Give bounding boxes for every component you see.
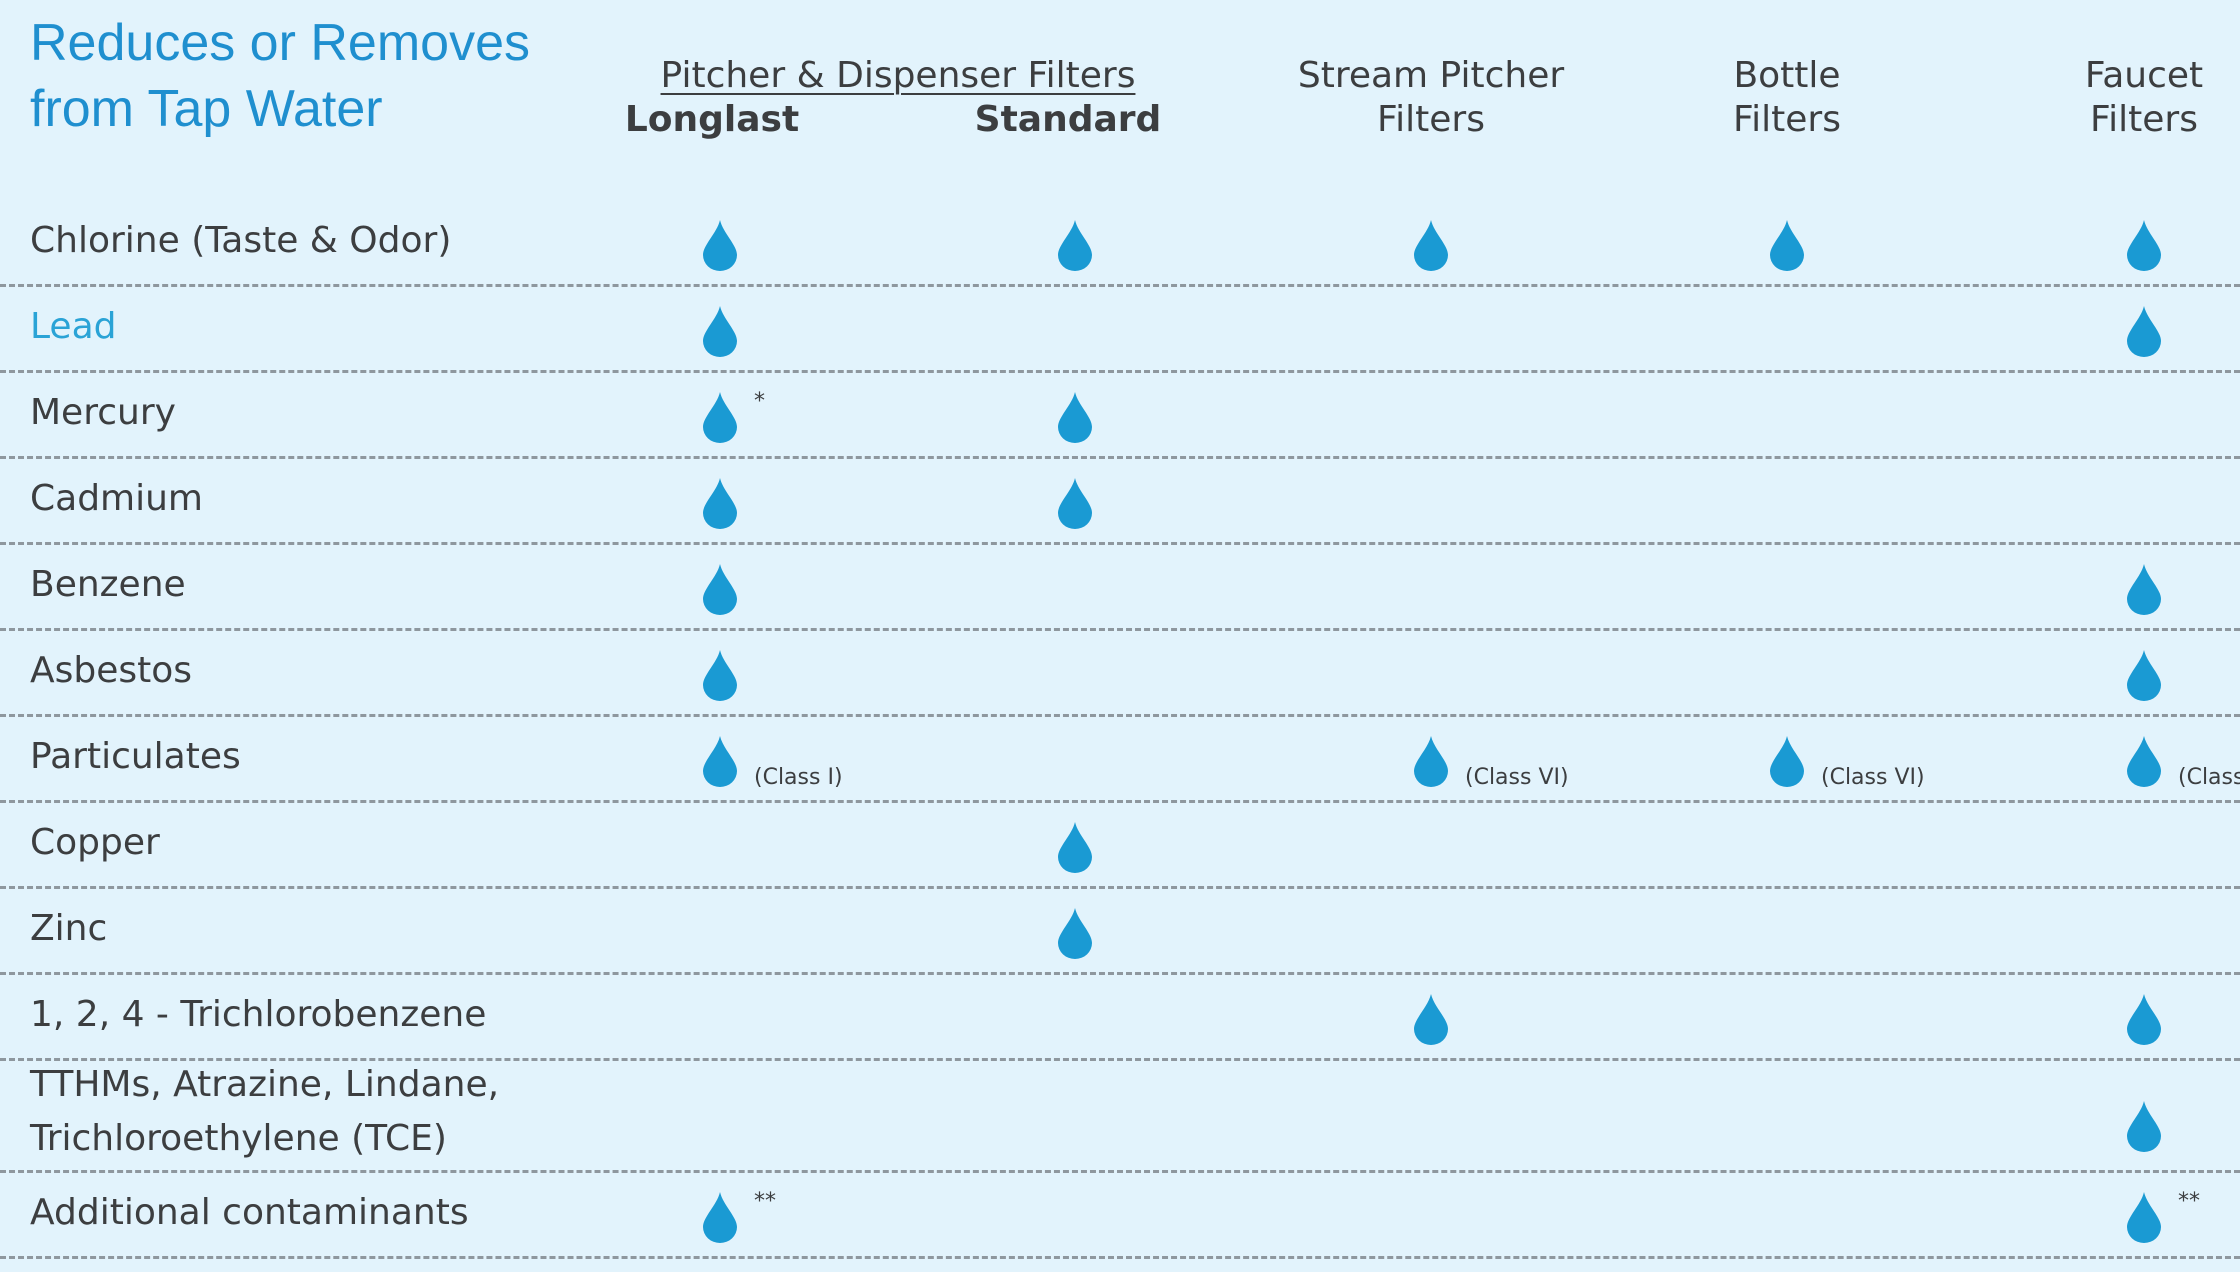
table-row: Asbestos [0, 630, 2240, 716]
row-divider [0, 1170, 2240, 1173]
table-row: Mercury * [0, 372, 2240, 458]
water-drop-icon [1413, 219, 1449, 271]
column-group-header-pitcher-dispenser: Pitcher & Dispenser Filters [660, 55, 1136, 96]
water-drop-icon [2126, 305, 2162, 357]
column-header-standard: Standard [974, 99, 1162, 140]
water-drop-icon [1057, 219, 1093, 271]
row-divider [0, 628, 2240, 631]
row-divider [0, 542, 2240, 545]
water-drop-icon [702, 477, 738, 529]
column-header-stream-line2: Filters [1377, 99, 1485, 140]
table-row: Lead [0, 286, 2240, 372]
column-header-faucet-line2: Filters [2090, 99, 2198, 140]
water-drop-icon [702, 735, 738, 787]
water-drop-icon [1057, 821, 1093, 873]
row-label: Asbestos [30, 650, 193, 691]
row-divider [0, 1058, 2240, 1061]
table-row: 1, 2, 4 - Trichlorobenzene [0, 974, 2240, 1060]
table-row: Zinc [0, 888, 2240, 974]
row-label-line2: Trichloroethylene (TCE) [30, 1118, 447, 1159]
water-drop-icon [702, 219, 738, 271]
water-drop-icon [1769, 735, 1805, 787]
row-label: Cadmium [30, 478, 204, 519]
water-drop-icon [2126, 1100, 2162, 1152]
class-note: (Class [2178, 765, 2240, 790]
table-row: Chlorine (Taste & Odor) [0, 200, 2240, 286]
row-divider [0, 714, 2240, 717]
column-header-bottle-line1: Bottle [1733, 55, 1841, 96]
table-row: Cadmium [0, 458, 2240, 544]
water-drop-icon [1769, 219, 1805, 271]
column-header-faucet-line1: Faucet [2084, 55, 2204, 96]
row-label: Mercury [30, 392, 176, 433]
column-header-stream-pitcher: Stream Pitcher Filters [1298, 54, 1564, 142]
chart-title: Reduces or Removes from Tap Water [30, 10, 530, 142]
column-header-faucet: Faucet Filters [2085, 54, 2203, 142]
water-drop-icon [2126, 735, 2162, 787]
footnote-marker: ** [754, 1189, 776, 1214]
water-drop-icon [2126, 563, 2162, 615]
water-drop-icon [2126, 219, 2162, 271]
class-note: (Class VI) [1821, 765, 1925, 790]
row-label: 1, 2, 4 - Trichlorobenzene [30, 994, 487, 1035]
water-drop-icon [2126, 1191, 2162, 1243]
row-label: TTHMs, Atrazine, Lindane, Trichloroethyle… [30, 1058, 499, 1166]
column-header-longlast: Longlast [624, 99, 800, 140]
row-divider [0, 370, 2240, 373]
row-divider [0, 284, 2240, 287]
water-drop-icon [702, 305, 738, 357]
water-drop-icon [2126, 649, 2162, 701]
water-drop-icon [1413, 993, 1449, 1045]
row-label: Lead [30, 306, 117, 347]
table-row: Particulates (Class I) (Class VI) (Class VI… [0, 716, 2240, 802]
water-drop-icon [1057, 477, 1093, 529]
water-drop-icon [702, 1191, 738, 1243]
column-header-bottle-line2: Filters [1733, 99, 1841, 140]
water-drop-icon [702, 391, 738, 443]
row-label-line1: TTHMs, Atrazine, Lindane, [30, 1064, 500, 1105]
water-drop-icon [702, 649, 738, 701]
row-label: Additional contaminants [30, 1192, 469, 1233]
table-row: Additional contaminants ** ** [0, 1172, 2240, 1258]
column-header-bottle: Bottle Filters [1733, 54, 1841, 142]
class-note: (Class I) [754, 765, 843, 790]
row-label: Zinc [30, 908, 108, 949]
row-label: Chlorine (Taste & Odor) [30, 220, 452, 261]
chart-title-line2: from Tap Water [30, 80, 383, 138]
row-divider [0, 456, 2240, 459]
chart-title-line1: Reduces or Removes [30, 14, 530, 72]
row-label: Benzene [30, 564, 186, 605]
table-row: TTHMs, Atrazine, Lindane, Trichloroethyle… [0, 1060, 2240, 1172]
table-row: Benzene [0, 544, 2240, 630]
row-divider [0, 1256, 2240, 1259]
class-note: (Class VI) [1465, 765, 1569, 790]
column-header-stream-line1: Stream Pitcher [1297, 55, 1565, 96]
row-divider [0, 886, 2240, 889]
water-drop-icon [702, 563, 738, 615]
water-drop-icon [1057, 391, 1093, 443]
water-drop-icon [1057, 907, 1093, 959]
water-drop-icon [1413, 735, 1449, 787]
footnote-marker: * [754, 389, 765, 414]
table-row: Copper [0, 802, 2240, 888]
footnote-marker: ** [2178, 1189, 2200, 1214]
row-label: Copper [30, 822, 160, 863]
row-label: Particulates [30, 736, 241, 777]
row-divider [0, 972, 2240, 975]
water-drop-icon [2126, 993, 2162, 1045]
row-divider [0, 800, 2240, 803]
